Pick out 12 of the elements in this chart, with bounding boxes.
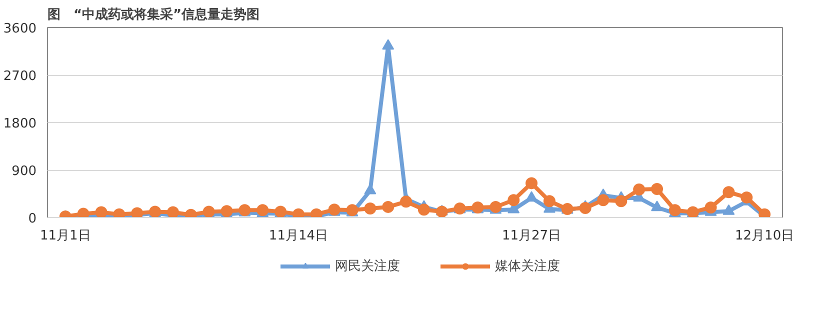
y-tick-label: 2700: [3, 69, 37, 84]
y-tick-label: 1800: [3, 116, 37, 132]
y-tick-label: 3600: [3, 22, 37, 36]
legend-label: 媒体关注度: [495, 258, 560, 275]
x-tick-label: 11月27日: [502, 228, 562, 244]
y-tick-label: 0: [28, 212, 37, 226]
x-tick-label: 11月1日: [40, 228, 91, 244]
x-tick-label: 11月14日: [268, 228, 328, 244]
legend-label: 网民关注度: [335, 258, 400, 275]
y-tick-label: 900: [12, 164, 37, 179]
chart-title: 图 “中成药或将集采”信息量走势图: [48, 6, 260, 22]
x-tick-label: 12月10日: [735, 228, 794, 244]
